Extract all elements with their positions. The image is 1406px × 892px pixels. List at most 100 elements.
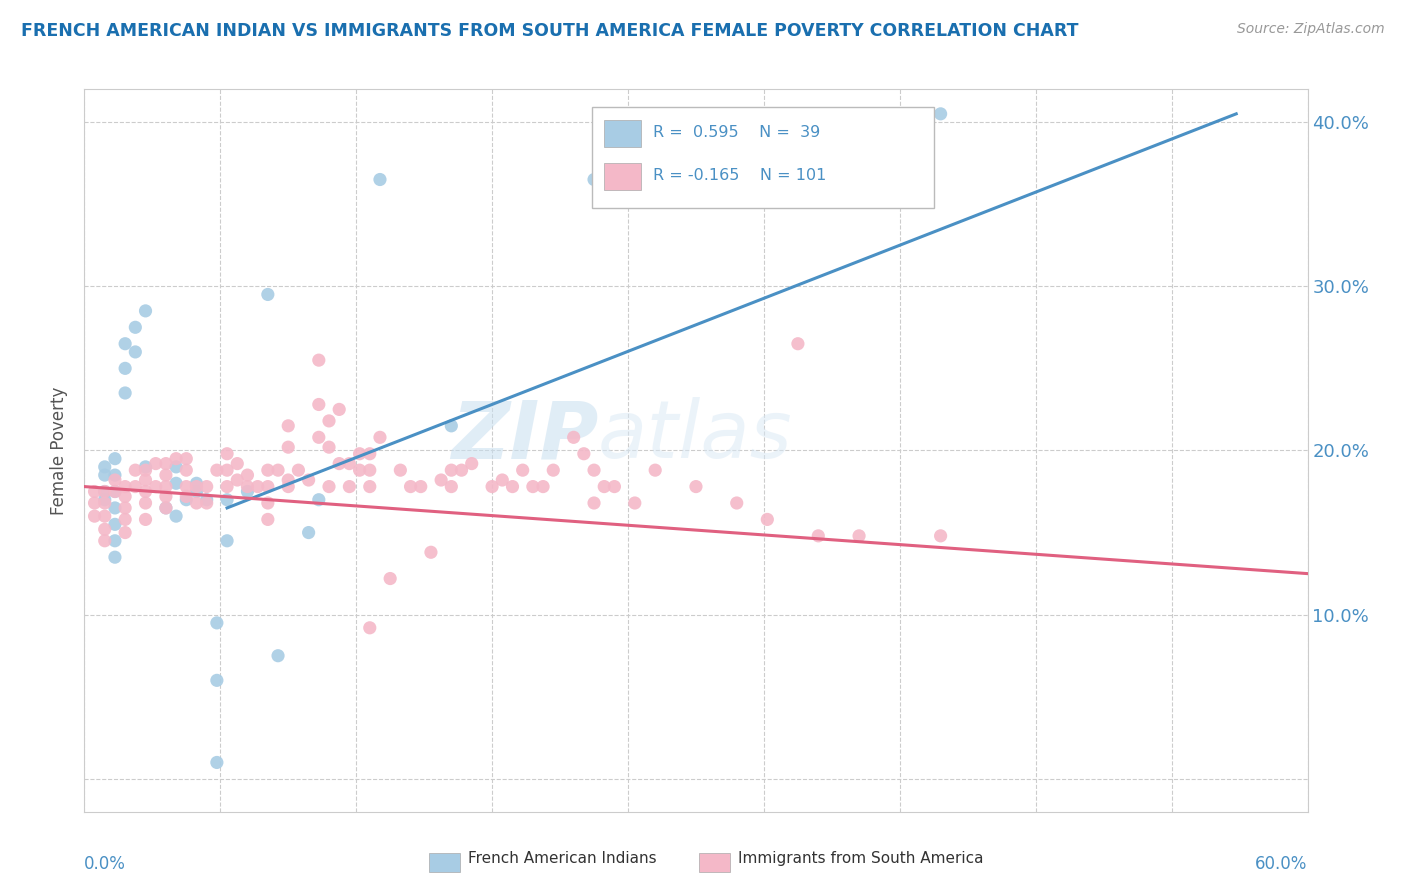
Point	[114, 500, 136, 515]
Point	[104, 484, 127, 499]
Point	[277, 440, 299, 454]
Point	[104, 468, 127, 483]
Point	[603, 480, 626, 494]
Point	[205, 673, 228, 688]
Point	[848, 529, 870, 543]
Text: 60.0%: 60.0%	[1256, 855, 1308, 873]
Y-axis label: Female Poverty: Female Poverty	[51, 386, 69, 515]
Point	[114, 336, 136, 351]
Point	[461, 457, 484, 471]
Point	[93, 496, 115, 510]
Point	[135, 484, 157, 499]
Point	[440, 463, 463, 477]
Point	[93, 533, 115, 548]
Text: R = -0.165    N = 101: R = -0.165 N = 101	[654, 169, 827, 184]
Point	[135, 463, 157, 477]
Text: atlas: atlas	[598, 397, 793, 475]
Point	[217, 463, 239, 477]
Point	[104, 451, 127, 466]
Point	[93, 459, 115, 474]
Point	[145, 480, 167, 494]
Point	[114, 490, 136, 504]
FancyBboxPatch shape	[605, 163, 641, 190]
Point	[359, 463, 381, 477]
Point	[155, 457, 177, 471]
Point	[124, 480, 146, 494]
Point	[440, 480, 463, 494]
Point	[359, 447, 381, 461]
Point	[124, 463, 146, 477]
Point	[267, 463, 290, 477]
Point	[155, 468, 177, 483]
Point	[104, 550, 127, 565]
FancyBboxPatch shape	[592, 107, 935, 209]
Point	[165, 476, 187, 491]
Point	[399, 480, 422, 494]
Point	[174, 490, 197, 504]
Point	[104, 533, 127, 548]
Point	[257, 496, 280, 510]
Point	[328, 457, 350, 471]
Point	[135, 304, 157, 318]
Text: Source: ZipAtlas.com: Source: ZipAtlas.com	[1237, 22, 1385, 37]
Point	[543, 463, 565, 477]
Point	[583, 463, 606, 477]
Point	[217, 447, 239, 461]
Point	[368, 172, 391, 186]
Point	[155, 500, 177, 515]
Point	[174, 492, 197, 507]
Point	[308, 353, 330, 368]
Point	[512, 463, 534, 477]
Point	[562, 430, 585, 444]
Point	[522, 480, 544, 494]
Point	[420, 545, 443, 559]
Point	[114, 386, 136, 401]
Point	[298, 525, 321, 540]
Point	[359, 621, 381, 635]
Text: Immigrants from South America: Immigrants from South America	[738, 851, 984, 865]
Point	[349, 447, 371, 461]
Point	[93, 484, 115, 499]
Point	[389, 463, 412, 477]
Point	[236, 484, 259, 499]
Point	[174, 480, 197, 494]
Point	[83, 509, 105, 524]
Point	[318, 440, 340, 454]
Point	[186, 480, 208, 494]
Point	[380, 572, 402, 586]
Point	[756, 512, 779, 526]
Point	[124, 320, 146, 334]
Point	[83, 496, 105, 510]
Point	[929, 529, 952, 543]
Point	[226, 473, 249, 487]
Point	[93, 522, 115, 536]
Point	[217, 480, 239, 494]
Point	[725, 496, 748, 510]
Point	[104, 517, 127, 532]
Point	[114, 480, 136, 494]
Point	[195, 480, 218, 494]
Point	[186, 484, 208, 499]
Point	[359, 480, 381, 494]
Point	[572, 447, 595, 461]
Point	[308, 397, 330, 411]
Point	[104, 473, 127, 487]
Point	[174, 463, 197, 477]
Point	[104, 484, 127, 499]
Point	[685, 480, 707, 494]
Point	[328, 402, 350, 417]
Text: ZIP: ZIP	[451, 397, 598, 475]
Point	[124, 345, 146, 359]
Point	[186, 496, 208, 510]
Point	[246, 480, 269, 494]
Point	[807, 529, 830, 543]
Point	[583, 172, 606, 186]
Point	[236, 468, 259, 483]
Point	[114, 512, 136, 526]
Point	[155, 500, 177, 515]
Point	[93, 492, 115, 507]
Point	[135, 512, 157, 526]
Point	[481, 480, 503, 494]
Point	[430, 473, 453, 487]
Text: 0.0%: 0.0%	[84, 855, 127, 873]
